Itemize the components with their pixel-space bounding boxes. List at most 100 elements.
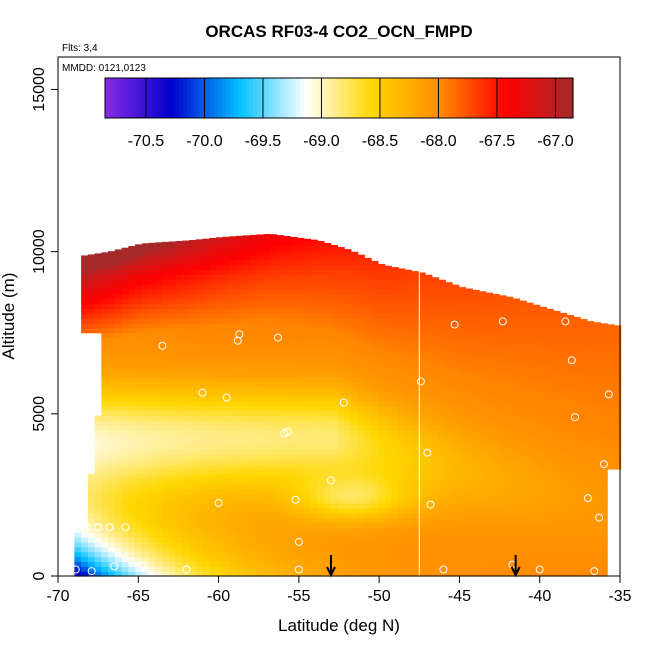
heatmap-cell <box>269 522 278 528</box>
heatmap-cell <box>546 361 554 368</box>
heatmap-cell <box>323 347 332 353</box>
heatmap-cell <box>344 279 352 285</box>
heatmap-cell <box>600 332 608 339</box>
heatmap-cell <box>81 551 89 558</box>
heatmap-cell <box>162 308 170 314</box>
heatmap-cell <box>148 269 156 275</box>
heatmap-cell <box>532 527 541 533</box>
heatmap-cell <box>94 449 102 455</box>
heatmap-cell <box>276 415 285 421</box>
heatmap-cell <box>162 318 170 324</box>
heatmap-cell <box>593 322 602 329</box>
heatmap-cell <box>108 386 116 392</box>
heatmap-cell <box>229 332 237 339</box>
heatmap-cell <box>155 444 163 451</box>
heatmap-cell <box>310 381 318 387</box>
heatmap-cell <box>418 483 426 490</box>
heatmap-cell <box>505 507 514 514</box>
heatmap-cell <box>229 293 237 300</box>
heatmap-cell <box>357 430 365 436</box>
heatmap-cell <box>532 322 541 329</box>
heatmap-cell <box>600 444 608 451</box>
heatmap-cell <box>216 293 224 300</box>
heatmap-cell <box>418 561 426 567</box>
heatmap-cell <box>202 240 210 246</box>
heatmap-cell <box>87 284 96 290</box>
heatmap-cell <box>195 468 204 475</box>
heatmap-cell <box>431 293 440 300</box>
heatmap-cell <box>216 444 224 451</box>
heatmap-cell <box>290 551 298 558</box>
heatmap-cell <box>364 264 372 271</box>
heatmap-cell <box>580 352 588 358</box>
heatmap-cell <box>189 561 197 567</box>
heatmap-cell <box>155 405 163 412</box>
heatmap-cell <box>162 381 170 387</box>
heatmap-cell <box>580 468 588 475</box>
heatmap-cell <box>222 483 231 490</box>
heatmap-cell <box>128 517 136 524</box>
heatmap-cell <box>580 522 588 528</box>
heatmap-cell <box>431 410 440 417</box>
heatmap-cell <box>425 386 433 392</box>
heatmap-cell <box>559 512 568 519</box>
heatmap-cell <box>404 293 413 300</box>
heatmap-cell <box>512 357 521 363</box>
heatmap-cell <box>593 366 602 373</box>
heatmap-cell <box>539 371 548 378</box>
heatmap-cell <box>573 488 581 494</box>
heatmap-cell <box>337 517 345 524</box>
heatmap-cell <box>74 566 82 572</box>
heatmap-cell <box>431 561 440 567</box>
heatmap-cell <box>121 337 129 344</box>
heatmap-cell <box>539 420 548 426</box>
heatmap-cell <box>101 473 109 480</box>
heatmap-cell <box>539 517 548 524</box>
heatmap-cell <box>290 454 298 460</box>
heatmap-cell <box>310 512 318 519</box>
heatmap-cell <box>505 537 514 543</box>
heatmap-cell <box>512 361 521 368</box>
heatmap-cell <box>519 512 527 519</box>
heatmap-cell <box>242 503 251 509</box>
heatmap-cell <box>290 415 298 421</box>
heatmap-cell <box>195 298 204 305</box>
heatmap-cell <box>505 357 514 363</box>
heatmap-cell <box>404 454 413 460</box>
heatmap-cell <box>600 381 608 387</box>
heatmap-cell <box>209 546 217 553</box>
heatmap-cell <box>242 322 251 329</box>
heatmap-cell <box>438 454 446 460</box>
heatmap-cell <box>317 259 325 266</box>
heatmap-cell <box>162 546 170 553</box>
heatmap-cell <box>101 464 109 470</box>
heatmap-cell <box>532 386 541 392</box>
heatmap-cell <box>249 313 258 319</box>
heatmap-cell <box>479 483 487 490</box>
heatmap-cell <box>337 400 345 407</box>
heatmap-cell <box>269 308 278 314</box>
heatmap-cell <box>357 303 365 309</box>
heatmap-cell <box>108 415 116 421</box>
heatmap-cell <box>141 434 150 441</box>
heatmap-cell <box>364 473 372 480</box>
heatmap-cell <box>398 459 406 465</box>
heatmap-cell <box>472 366 480 373</box>
heatmap-cell <box>168 415 177 421</box>
heatmap-cell <box>546 532 554 538</box>
heatmap-cell <box>256 527 264 533</box>
heatmap-cell <box>425 410 433 417</box>
heatmap-cell <box>155 425 163 431</box>
heatmap-cell <box>519 483 527 490</box>
heatmap-cell <box>263 386 271 392</box>
heatmap-cell <box>505 459 514 465</box>
heatmap-cell <box>256 512 264 519</box>
heatmap-cell <box>114 478 123 485</box>
heatmap-cell <box>209 342 217 348</box>
heatmap-cell <box>195 264 204 271</box>
heatmap-cell <box>114 444 123 451</box>
heatmap-cell <box>364 361 372 368</box>
heatmap-cell <box>404 405 413 412</box>
heatmap-cell <box>350 537 359 543</box>
heatmap-cell <box>559 352 568 358</box>
